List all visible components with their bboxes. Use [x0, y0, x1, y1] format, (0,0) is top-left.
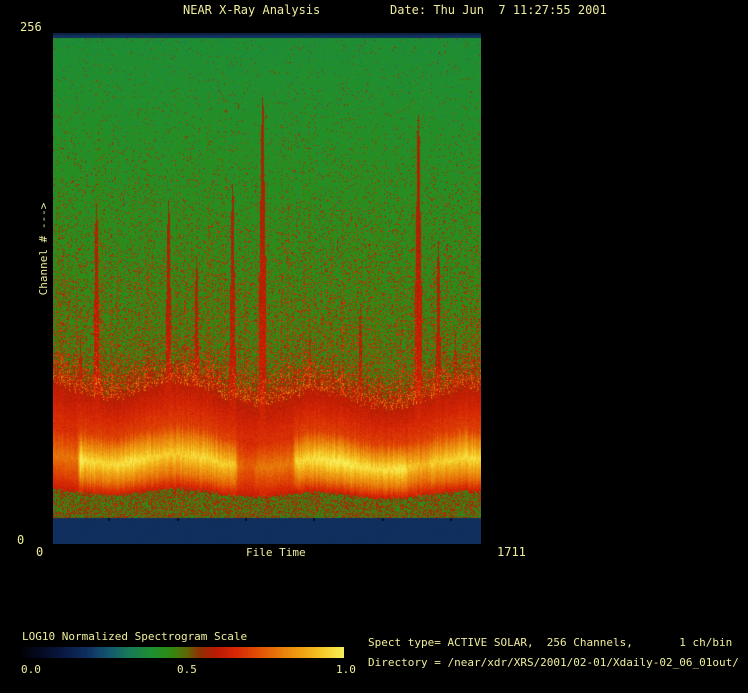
directory-line: Directory = /near/xdr/XRS/2001/02-01/Xda… [368, 656, 739, 669]
y-axis-min-label: 0 [17, 533, 25, 547]
colorbar-tick-max: 1.0 [336, 663, 356, 676]
y-axis-max-label: 256 [20, 20, 42, 34]
y-axis-title: Channel # ---> [37, 202, 50, 296]
x-axis-title: File Time [246, 546, 306, 559]
spect-type-line: Spect type= ACTIVE SOLAR, 256 Channels, … [368, 636, 733, 649]
spectrogram-image [53, 33, 481, 544]
date-label: Date: Thu Jun 7 11:27:55 2001 [390, 3, 607, 17]
colorbar-tick-mid: 0.5 [177, 663, 197, 676]
x-axis-max-label: 1711 [497, 545, 526, 559]
colorbar-tick-min: 0.0 [21, 663, 41, 676]
page-title: NEAR X-Ray Analysis [183, 3, 321, 17]
colorbar-gradient [22, 647, 344, 658]
x-axis-min-label: 0 [36, 545, 44, 559]
colorbar-title: LOG10 Normalized Spectrogram Scale [22, 630, 248, 643]
